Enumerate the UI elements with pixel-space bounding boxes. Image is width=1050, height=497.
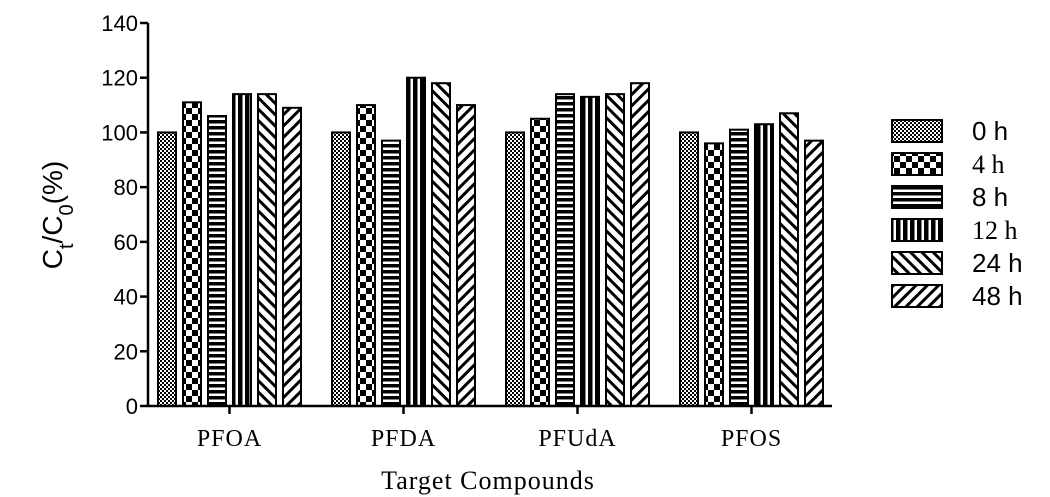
bar-pfoa-8h bbox=[207, 115, 227, 407]
bar-pfoa-12h bbox=[232, 93, 252, 407]
legend-swatch bbox=[891, 119, 943, 143]
legend-item: 8 h bbox=[891, 182, 1008, 212]
bar-pfos-48h bbox=[804, 139, 824, 407]
legend: 0 h 4 h 8 h 12 h 24 h48 h bbox=[891, 116, 1023, 311]
bar-pfoa-4h bbox=[182, 101, 202, 407]
bar-pfuda-24h bbox=[605, 93, 625, 407]
legend-label: 12 h bbox=[972, 216, 1018, 245]
bar-pfoa-0h bbox=[157, 131, 177, 408]
x-tick-label: PFOA bbox=[197, 426, 262, 452]
x-axis: PFOA PFDA PFUdA PFOS bbox=[148, 404, 832, 452]
y-tick-label: 120 bbox=[101, 66, 138, 91]
legend-swatch bbox=[891, 185, 943, 209]
bar-pfuda-4h bbox=[530, 117, 550, 407]
legend-label: 48 h bbox=[972, 281, 1023, 311]
bar-pfda-48h bbox=[456, 104, 476, 407]
legend-swatch bbox=[891, 251, 943, 275]
legend-swatch bbox=[891, 152, 943, 176]
y-tick-label: 20 bbox=[114, 339, 138, 364]
bar-pfoa-24h bbox=[257, 93, 277, 407]
bar-group-pfuda bbox=[505, 82, 650, 408]
y-axis: 0 20 40 60 80 100 120 140 bbox=[101, 11, 150, 419]
legend-item: 12 h bbox=[891, 216, 1018, 245]
bar-pfuda-0h bbox=[505, 131, 525, 408]
y-axis-label-text: Ct/C0(%) bbox=[37, 161, 78, 269]
legend-label: 4 h bbox=[972, 150, 1005, 179]
y-tick-label: 80 bbox=[114, 175, 138, 200]
legend-item: 0 h bbox=[891, 116, 1008, 146]
bar-pfos-24h bbox=[779, 112, 799, 408]
legend-swatch bbox=[891, 218, 943, 242]
bar-pfuda-48h bbox=[630, 82, 650, 408]
bar-pfda-4h bbox=[356, 104, 376, 407]
y-tick-label: 140 bbox=[101, 11, 138, 36]
x-tick-label: PFUdA bbox=[538, 426, 616, 452]
bar-pfos-12h bbox=[754, 123, 774, 407]
bar-pfoa-48h bbox=[282, 106, 302, 408]
y-axis-label: Ct/C0(%) bbox=[37, 161, 78, 269]
x-tick-label: PFOS bbox=[721, 426, 782, 452]
legend-label: 8 h bbox=[972, 182, 1008, 212]
legend-item: 4 h bbox=[891, 150, 1005, 179]
legend-swatch bbox=[891, 284, 943, 308]
legend-label: 0 h bbox=[972, 116, 1008, 146]
bar-pfda-8h bbox=[381, 139, 401, 407]
x-axis-label: Target Compounds bbox=[381, 466, 595, 495]
bar-pfos-0h bbox=[679, 131, 699, 408]
bar-pfda-24h bbox=[431, 82, 451, 408]
y-tick-label: 100 bbox=[101, 120, 138, 145]
legend-item: 48 h bbox=[891, 281, 1023, 311]
plot-area bbox=[157, 76, 824, 408]
bar-pfuda-12h bbox=[580, 95, 600, 407]
legend-item: 24 h bbox=[891, 248, 1023, 278]
y-tick-label: 0 bbox=[126, 394, 138, 419]
bar-pfda-0h bbox=[331, 131, 351, 408]
bar-pfuda-8h bbox=[555, 93, 575, 407]
y-tick-label: 40 bbox=[114, 285, 138, 310]
bar-group-pfda bbox=[331, 76, 476, 408]
bar-group-pfos bbox=[679, 112, 824, 408]
bar-pfda-12h bbox=[406, 76, 426, 407]
bar-pfos-4h bbox=[704, 142, 724, 407]
legend-label: 24 h bbox=[972, 248, 1023, 278]
bar-pfos-8h bbox=[729, 128, 749, 407]
x-tick-label: PFDA bbox=[371, 426, 436, 452]
bar-group-pfoa bbox=[157, 93, 302, 408]
y-tick-label: 60 bbox=[114, 230, 138, 255]
